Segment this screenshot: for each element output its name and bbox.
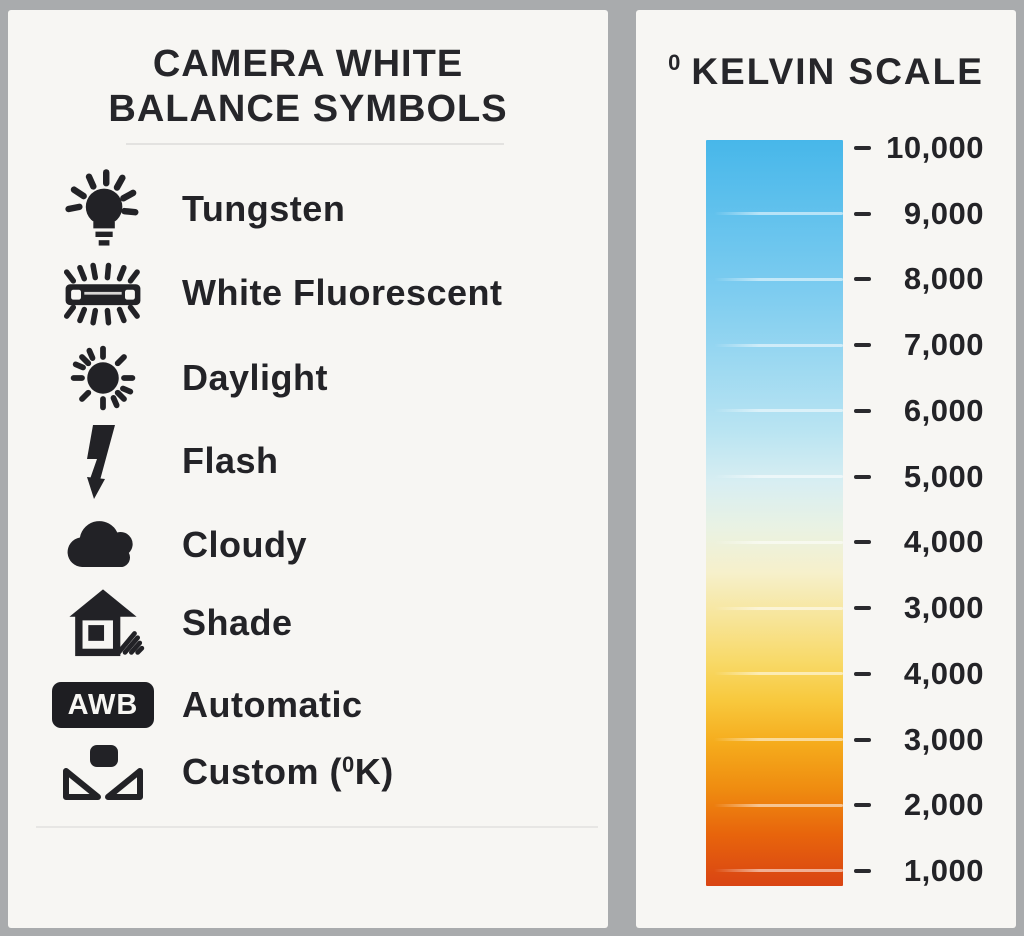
kelvin-label-row: 8,000 [854, 261, 984, 297]
kelvin-value: 4,000 [903, 655, 984, 691]
list-item-label: Automatic [182, 684, 363, 725]
kelvin-value: 8,000 [903, 261, 984, 297]
list-item-label: Flash [182, 440, 279, 481]
kelvin-value: 9,000 [903, 195, 984, 231]
custom-degree-symbol: 0 [342, 752, 355, 777]
list-item-white-fluorescent: White Fluorescent [48, 251, 588, 335]
kelvin-gradient-bar [706, 140, 843, 886]
kelvin-label-row: 4,000 [854, 656, 984, 692]
tungsten-icon [48, 166, 158, 252]
scale-tick-line [714, 803, 843, 807]
scale-tick-line [714, 672, 843, 676]
kelvin-label-row: 9,000 [854, 196, 984, 232]
scale-tick-line [714, 738, 843, 742]
kelvin-value: 7,000 [903, 327, 984, 363]
kelvin-panel: 0 KELVIN SCALE 10,000 9,000 8,000 7,000 6,000… [636, 10, 1016, 928]
custom-label-suffix: K) [354, 751, 394, 792]
tick-dash-icon [854, 146, 871, 150]
kelvin-title: 0 KELVIN SCALE [636, 50, 1016, 93]
tick-dash-icon [854, 540, 871, 545]
list-item-cloudy: Cloudy [48, 503, 588, 587]
scale-tick-line [714, 475, 843, 479]
tick-dash-icon [854, 474, 871, 479]
scale-tick-line [714, 343, 843, 347]
kelvin-value: 3,000 [903, 721, 984, 757]
kelvin-label-row: 6,000 [854, 393, 984, 429]
scale-tick-line [714, 212, 843, 216]
custom-icon [48, 737, 158, 807]
kelvin-label-row: 5,000 [854, 459, 984, 495]
daylight-icon [48, 336, 158, 420]
list-item-tungsten: Tungsten [48, 167, 588, 251]
list-item-label: Shade [182, 602, 293, 643]
tick-dash-icon [854, 408, 871, 413]
scale-tick-line [714, 409, 843, 413]
kelvin-value: 4,000 [903, 524, 984, 560]
scale-tick-line [714, 540, 843, 544]
scale-tick-line [714, 277, 843, 281]
kelvin-value: 2,000 [903, 787, 984, 823]
scale-tick-line [714, 869, 843, 873]
kelvin-value: 5,000 [903, 458, 984, 494]
white-balance-panel: CAMERA WHITE BALANCE SYMBOLS [8, 10, 608, 928]
tick-dash-icon [854, 868, 871, 873]
shade-icon [48, 581, 158, 665]
kelvin-label-row: 3,000 [854, 722, 984, 758]
list-item-label: Tungsten [182, 188, 346, 229]
list-item-label: Daylight [182, 357, 329, 398]
cloudy-icon [48, 501, 158, 589]
list-item-label: White Fluorescent [182, 272, 503, 313]
white-fluorescent-icon [48, 249, 158, 337]
left-panel-title: CAMERA WHITE BALANCE SYMBOLS [8, 42, 608, 132]
kelvin-title-text: KELVIN SCALE [691, 51, 984, 92]
kelvin-value: 10,000 [886, 130, 984, 165]
tick-dash-icon [854, 277, 871, 282]
title-line-1: CAMERA WHITE [152, 43, 464, 85]
list-item-label: Custom (0K) [182, 751, 394, 793]
custom-label-prefix: Custom ( [182, 751, 342, 792]
title-divider [126, 143, 504, 145]
tick-dash-icon [854, 671, 871, 676]
kelvin-label-row: 1,000 [854, 853, 984, 889]
tick-dash-icon [854, 211, 871, 216]
kelvin-label-row: 2,000 [854, 787, 984, 823]
tick-dash-icon [854, 343, 871, 348]
list-item-automatic: AWB Automatic [48, 663, 588, 747]
list-item-custom: Custom (0K) [48, 730, 588, 814]
bottom-divider [36, 826, 598, 828]
kelvin-label-row: 7,000 [854, 327, 984, 363]
tick-dash-icon [854, 737, 871, 742]
kelvin-value: 6,000 [903, 392, 984, 428]
kelvin-value: 3,000 [903, 590, 984, 626]
scale-tick-line [714, 606, 843, 610]
flash-icon [48, 421, 158, 501]
kelvin-label-row: 10,000 [854, 130, 984, 166]
kelvin-label-row: 4,000 [854, 524, 984, 560]
title-line-2: BALANCE SYMBOLS [108, 88, 508, 130]
tick-dash-icon [854, 606, 871, 611]
kelvin-value: 1,000 [903, 852, 984, 888]
list-item-label: Cloudy [182, 524, 307, 565]
tick-dash-icon [854, 803, 871, 808]
kelvin-label-row: 3,000 [854, 590, 984, 626]
degree-symbol: 0 [668, 50, 683, 75]
awb-badge: AWB [52, 682, 154, 728]
list-item-daylight: Daylight [48, 336, 588, 420]
list-item-shade: Shade [48, 581, 588, 665]
awb-icon: AWB [48, 682, 158, 728]
list-item-flash: Flash [48, 419, 588, 503]
